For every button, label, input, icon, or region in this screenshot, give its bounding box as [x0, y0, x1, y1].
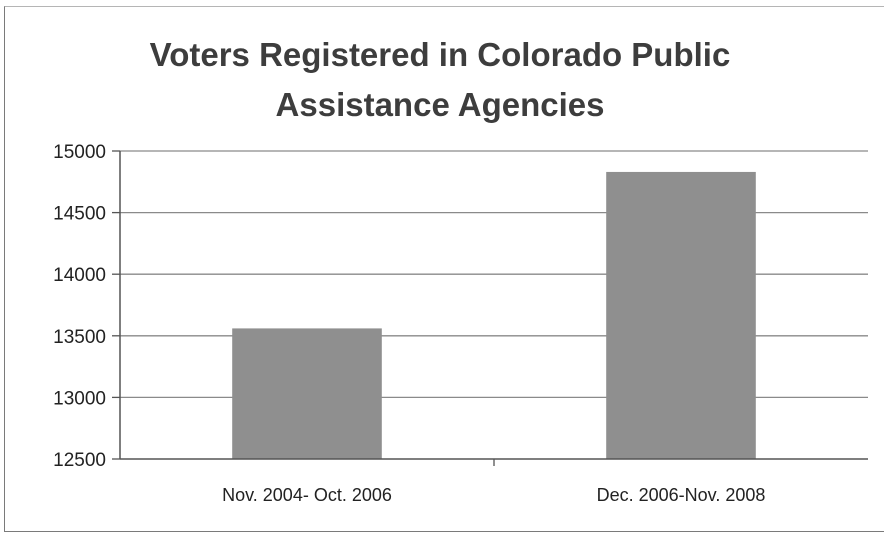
y-tick-label: 13000 [53, 388, 106, 409]
bar [606, 171, 756, 459]
bar [232, 328, 382, 459]
labels: 12500 13000 13500 14000 14500 15000 Nov. 2004-… [53, 142, 765, 505]
y-tick-label: 13500 [53, 327, 106, 348]
x-tick-label: Dec. 2006-Nov. 2008 [597, 485, 766, 505]
y-tick-label: 15000 [53, 142, 106, 163]
y-tick-label: 14500 [53, 204, 106, 225]
y-tick-label: 12500 [53, 450, 106, 471]
axes [112, 150, 868, 466]
x-tick-label: Nov. 2004- Oct. 2006 [222, 485, 392, 505]
bars [232, 171, 756, 459]
chart-title: Voters Registered in Colorado Public Ass… [149, 36, 731, 123]
y-tick-label: 14000 [53, 265, 106, 286]
